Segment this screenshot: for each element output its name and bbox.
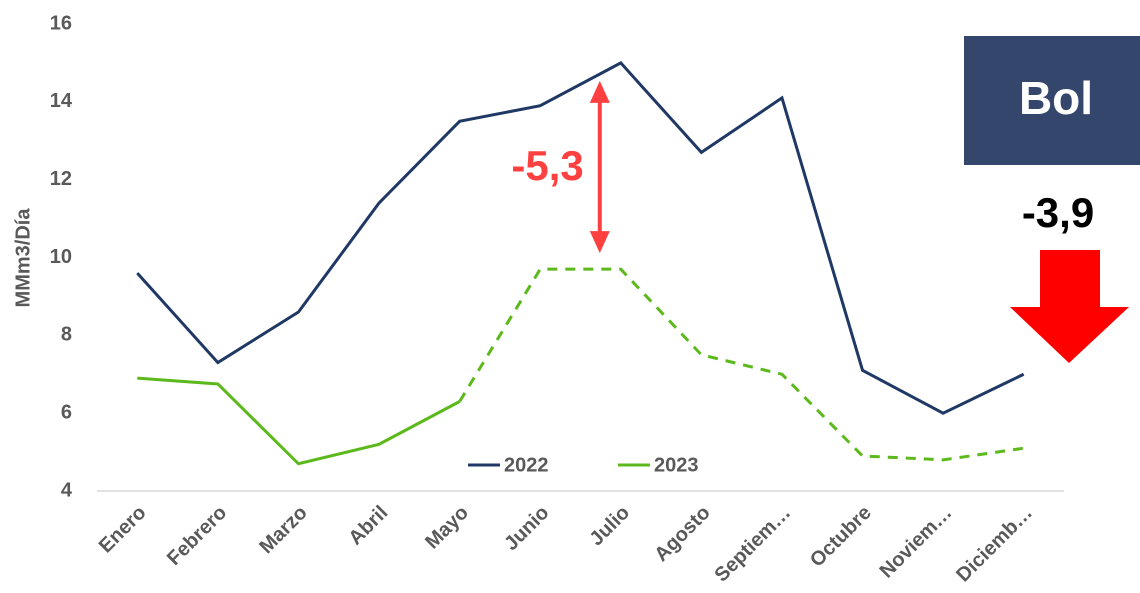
x-tick-label: Julio — [586, 502, 635, 551]
x-tick-label: Enero — [95, 502, 151, 558]
down-arrow — [1010, 250, 1129, 363]
x-tick-label: Agosto — [650, 502, 714, 566]
x-tick-label: Marzo — [255, 502, 311, 558]
x-tick-label: Noviem… — [876, 502, 957, 583]
change-label: -3,9 — [1022, 189, 1094, 236]
x-tick-label: Diciemb… — [952, 502, 1037, 587]
y-tick-label: 12 — [50, 168, 72, 190]
x-tick-label: Septiem… — [711, 502, 796, 587]
difference-label: -5,3 — [511, 142, 583, 189]
x-tick-label: Junio — [500, 502, 553, 555]
x-tick-label: Febrero — [163, 502, 231, 570]
y-tick-label: 14 — [50, 90, 73, 112]
x-tick-label: Abril — [345, 502, 393, 550]
y-tick-label: 4 — [61, 479, 73, 501]
badge-label: Bol — [1019, 72, 1093, 124]
y-tick-label: 16 — [50, 12, 72, 34]
y-axis-label: MMm3/Día — [12, 208, 34, 308]
y-tick-label: 6 — [61, 401, 72, 423]
x-tick-label: Mayo — [421, 502, 473, 554]
x-tick-label: Octubre — [806, 502, 876, 572]
legend-label: 2022 — [504, 454, 549, 476]
legend-label: 2023 — [654, 454, 699, 476]
y-tick-label: 10 — [50, 246, 72, 268]
line — [137, 376, 461, 466]
badge-box — [964, 36, 1140, 165]
line-dashed — [458, 267, 1024, 462]
difference-arrow-head — [589, 80, 610, 103]
line — [136, 61, 1025, 415]
y-tick-label: 8 — [61, 324, 72, 346]
difference-arrow-head — [589, 231, 610, 254]
